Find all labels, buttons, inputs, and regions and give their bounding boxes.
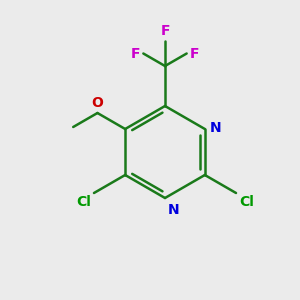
Text: Cl: Cl <box>76 195 91 209</box>
Text: N: N <box>168 203 180 217</box>
Text: O: O <box>92 96 104 110</box>
Text: F: F <box>160 24 170 38</box>
Text: Cl: Cl <box>239 195 254 209</box>
Text: N: N <box>210 121 221 135</box>
Text: F: F <box>190 46 199 61</box>
Text: F: F <box>131 46 140 61</box>
